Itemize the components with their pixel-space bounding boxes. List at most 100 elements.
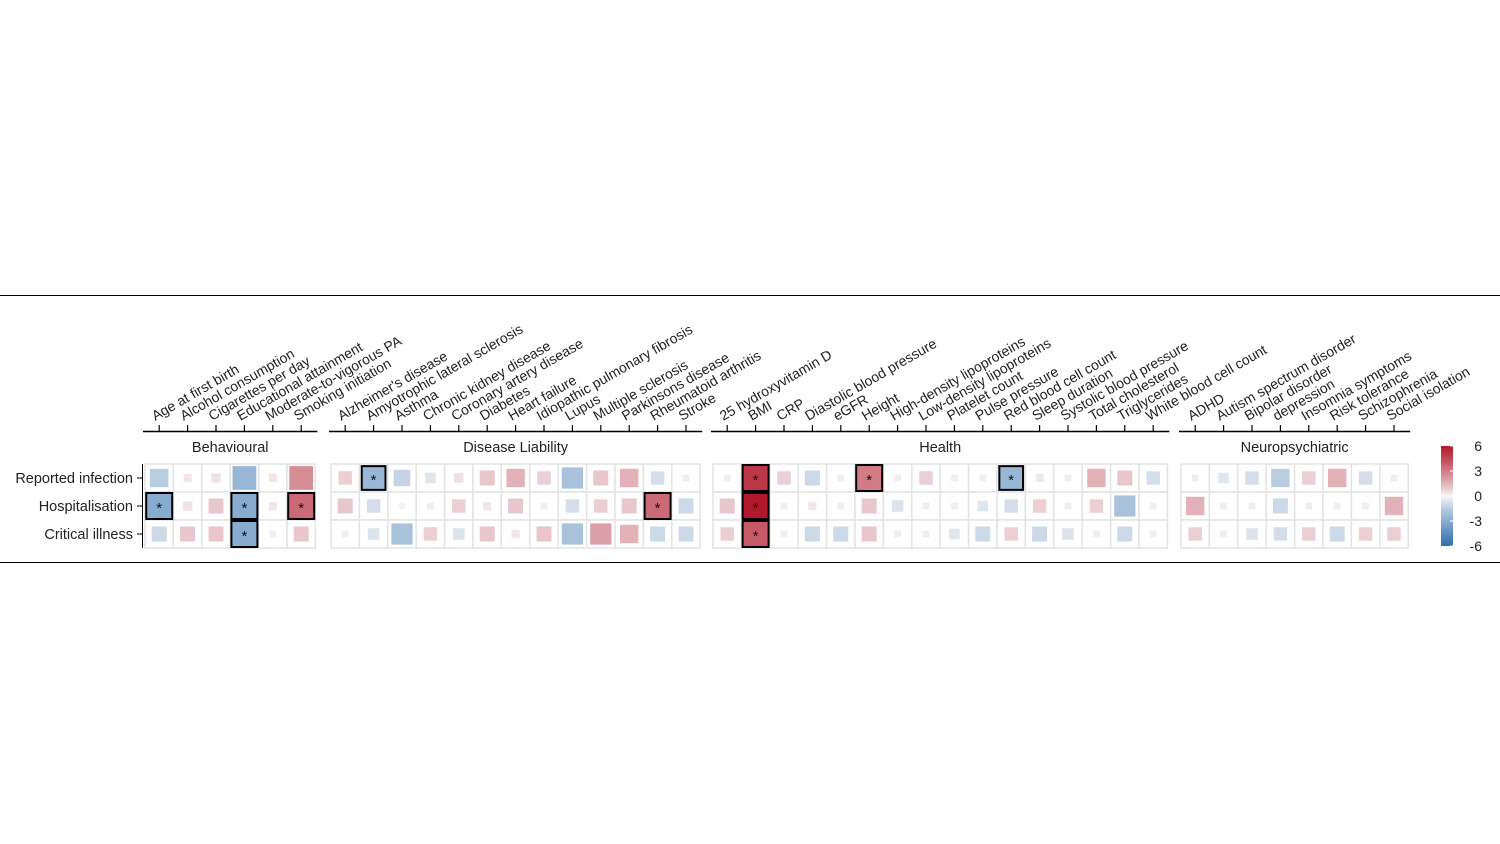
tile-systolic-blood-pressure-critical-illness — [1062, 528, 1074, 540]
tile-educational-attainment-reported-infection — [232, 466, 257, 490]
row-label-critical-illness: Critical illness — [44, 527, 133, 543]
tile-diastolic-blood-pressure-reported-infection — [804, 470, 820, 486]
tile-age-at-first-birth-reported-infection — [150, 468, 169, 488]
tile-total-cholesterol-reported-infection — [1087, 468, 1106, 488]
group-title-neuropsychiatric: Neuropsychiatric — [1241, 440, 1349, 456]
tile-heart-failure-hospitalisation — [508, 498, 524, 514]
tile-smoking-initiation-hospitalisation — [287, 492, 316, 520]
tile-pulse-pressure-reported-infection — [979, 474, 987, 482]
tile-multiple-sclerosis-reported-infection — [593, 470, 609, 486]
tile-platelet-count-critical-illness — [949, 528, 960, 540]
tile-low-density-lipoproteins-critical-illness — [922, 530, 930, 538]
tile-cigarettes-per-day-critical-illness — [208, 526, 224, 542]
tile-asthma-critical-illness — [391, 523, 413, 545]
tile-chronic-kidney-disease-hospitalisation — [427, 502, 434, 510]
tile-risk-tolerance-reported-infection — [1328, 468, 1347, 488]
tile-age-at-first-birth-critical-illness — [151, 526, 167, 542]
tile-age-at-first-birth-hospitalisation — [145, 492, 174, 520]
tile-insomnia-symptoms-hospitalisation — [1305, 502, 1313, 510]
colorbar: 6 3 0 -3 -6 — [1441, 438, 1482, 554]
tile-parkinsons-disease-critical-illness — [620, 524, 639, 544]
tile-rheumatoid-arthritis-critical-illness — [650, 526, 666, 542]
tile-crp-critical-illness — [780, 530, 788, 538]
grid-cell — [529, 463, 559, 493]
tile-pulse-pressure-hospitalisation — [977, 500, 989, 512]
tile-triglycerides-reported-infection — [1117, 470, 1133, 486]
grid-cell — [330, 491, 361, 521]
tile-schizophrenia-critical-illness — [1358, 527, 1373, 541]
significance-marker: * — [866, 472, 872, 489]
tile-high-density-lipoproteins-critical-illness — [894, 530, 901, 538]
significance-marker: * — [753, 500, 759, 517]
grid-cell — [201, 463, 231, 493]
tile-coronary-artery-disease-hospitalisation — [452, 499, 466, 513]
tile-egfr-hospitalisation — [837, 502, 845, 510]
tile-moderate-to-vigorous-pa-critical-illness — [269, 530, 277, 538]
colorbar-tick-label: 3 — [1474, 463, 1482, 479]
tile-educational-attainment-critical-illness — [230, 520, 259, 548]
tile-bipolar-disorder-reported-infection — [1245, 471, 1259, 485]
tile-height-hospitalisation — [861, 498, 877, 514]
tile-multiple-sclerosis-critical-illness — [590, 523, 612, 545]
tile-egfr-reported-infection — [837, 474, 845, 482]
tile-pulse-pressure-critical-illness — [975, 526, 991, 542]
tile-smoking-initiation-critical-illness — [293, 526, 309, 542]
significance-marker: * — [655, 500, 661, 517]
tile-adhd-critical-illness — [1188, 527, 1202, 541]
significance-marker: * — [753, 472, 759, 489]
tile-25-hydroxyvitamin-d-reported-infection — [723, 474, 731, 482]
tile-diastolic-blood-pressure-critical-illness — [804, 526, 820, 542]
significance-marker: * — [1008, 472, 1014, 489]
tile-lupus-critical-illness — [561, 523, 584, 545]
tile-heart-failure-reported-infection — [506, 468, 525, 488]
significance-marker: * — [298, 500, 304, 517]
tile-alcohol-consumption-critical-illness — [180, 526, 196, 542]
colorbar-tick-label: 0 — [1474, 488, 1482, 504]
tile-alzheimer-s-disease-reported-infection — [338, 471, 352, 485]
group-title-disease-liability: Disease Liability — [463, 440, 569, 456]
tile-cigarettes-per-day-hospitalisation — [208, 498, 224, 514]
tile-sleep-duration-critical-illness — [1032, 526, 1048, 542]
significance-marker: * — [241, 500, 247, 517]
tile-amyotrophic-lateral-sclerosis-reported-infection — [360, 465, 387, 491]
significance-marker: * — [753, 528, 759, 545]
tile-bipolar-disorder-critical-illness — [1246, 528, 1258, 540]
tile-bipolar-disorder-hospitalisation — [1248, 502, 1256, 510]
tile-schizophrenia-reported-infection — [1358, 471, 1373, 485]
tile-bmi-critical-illness — [741, 520, 770, 548]
tile-25-hydroxyvitamin-d-critical-illness — [720, 527, 734, 541]
tile-crp-hospitalisation — [780, 502, 788, 510]
tile-egfr-critical-illness — [833, 526, 849, 542]
row-label-hospitalisation: Hospitalisation — [39, 499, 133, 515]
colorbar-tick-label: -3 — [1470, 513, 1483, 529]
tile-amyotrophic-lateral-sclerosis-hospitalisation — [366, 499, 381, 513]
tile-diabetes-reported-infection — [479, 470, 495, 486]
tile-depression-reported-infection — [1271, 468, 1290, 488]
tile-asthma-reported-infection — [393, 469, 411, 487]
tile-high-density-lipoproteins-hospitalisation — [891, 500, 904, 512]
colorbar-tick-label: -6 — [1470, 538, 1483, 554]
tile-social-isolation-reported-infection — [1390, 474, 1398, 482]
group-title-behavioural: Behavioural — [192, 440, 269, 456]
tile-white-blood-cell-count-critical-illness — [1149, 530, 1157, 538]
tile-moderate-to-vigorous-pa-reported-infection — [268, 473, 277, 483]
tile-lupus-reported-infection — [561, 467, 584, 489]
tile-amyotrophic-lateral-sclerosis-critical-illness — [367, 528, 380, 540]
tile-idiopathic-pulmonary-fibrosis-reported-infection — [537, 471, 551, 485]
tile-platelet-count-hospitalisation — [951, 502, 958, 510]
significance-marker: * — [241, 528, 247, 545]
significance-marker: * — [156, 500, 162, 517]
tile-autism-spectrum-disorder-critical-illness — [1220, 530, 1227, 538]
tile-insomnia-symptoms-critical-illness — [1302, 527, 1316, 541]
tile-bmi-reported-infection — [741, 464, 770, 492]
tile-stroke-critical-illness — [678, 526, 694, 542]
tile-alcohol-consumption-hospitalisation — [182, 501, 193, 511]
tile-white-blood-cell-count-reported-infection — [1146, 471, 1160, 485]
tile-rheumatoid-arthritis-reported-infection — [650, 471, 665, 485]
tile-triglycerides-critical-illness — [1117, 526, 1133, 542]
tile-height-reported-infection — [855, 464, 884, 492]
tile-cigarettes-per-day-reported-infection — [211, 473, 221, 483]
group-title-health: Health — [919, 440, 961, 456]
tile-systolic-blood-pressure-hospitalisation — [1064, 502, 1072, 510]
